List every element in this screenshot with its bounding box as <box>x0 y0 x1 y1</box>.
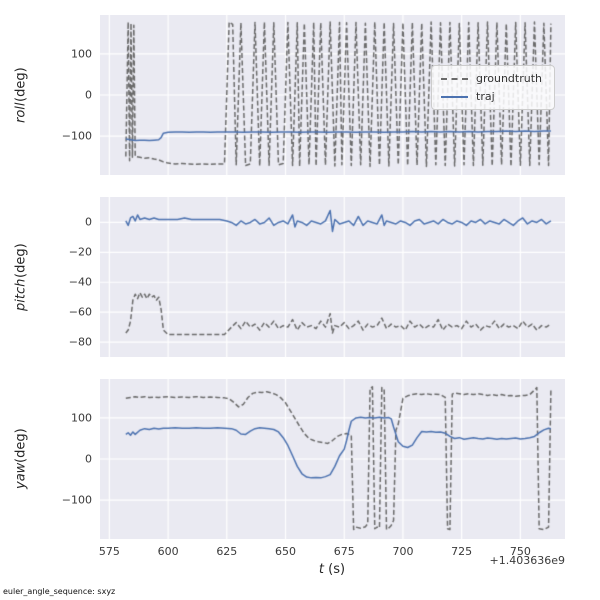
x-tick-label: 675 <box>333 545 355 558</box>
x-axis-label: t (s) <box>319 562 345 577</box>
yaw-axis-label-var: yaw <box>13 463 29 490</box>
x-tick-label: 650 <box>275 545 297 558</box>
y-tick-label: 0 <box>85 452 92 466</box>
y-tick-label: 100 <box>71 47 92 61</box>
x-tick-label: 600 <box>157 545 179 558</box>
y-tick-label: 0 <box>85 215 92 229</box>
y-tick-label: −60 <box>68 305 92 319</box>
yaw-axis-label-unit: (deg) <box>13 428 29 464</box>
y-tick-label: −100 <box>61 493 92 507</box>
yaw-axis-label: yaw (deg) <box>10 379 32 539</box>
x-axis-offset-label: +1.403636e9 <box>489 554 565 567</box>
x-tick-label: 625 <box>216 545 238 558</box>
y-tick-label: −80 <box>68 335 92 349</box>
legend: groundtruth traj <box>431 65 556 110</box>
y-tick-label: 100 <box>71 411 92 425</box>
legend-item-traj: traj <box>441 90 542 103</box>
y-tick-label: −100 <box>61 129 92 143</box>
pitch-axis-label-var: pitch <box>13 278 29 311</box>
euler-sequence-note: euler_angle_sequence: sxyz <box>0 586 119 597</box>
legend-item-groundtruth: groundtruth <box>441 72 542 85</box>
roll-axis-label-unit: (deg) <box>13 67 29 103</box>
y-tick-label: −20 <box>68 245 92 259</box>
groundtruth-line-sample-icon <box>441 77 468 80</box>
x-tick-label: 700 <box>392 545 414 558</box>
roll-axis-label: roll (deg) <box>10 15 32 175</box>
roll-axis-label-var: roll <box>13 102 29 123</box>
yaw-plot-canvas <box>100 379 565 539</box>
x-tick-label: 725 <box>451 545 473 558</box>
pitch-plot-canvas <box>100 197 565 357</box>
pitch-axis-label: pitch (deg) <box>10 197 32 357</box>
x-axis-label-var: t <box>318 562 325 577</box>
legend-label-groundtruth: groundtruth <box>476 72 543 85</box>
y-tick-label: −40 <box>68 275 92 289</box>
x-tick-label: 750 <box>509 545 531 558</box>
x-axis-label-unit: (s) <box>324 562 346 577</box>
pitch-axis-label-unit: (deg) <box>13 243 29 279</box>
x-tick-label: 575 <box>98 545 120 558</box>
traj-line-sample-icon <box>441 95 468 98</box>
y-tick-label: 0 <box>85 88 92 102</box>
legend-label-traj: traj <box>476 90 495 103</box>
